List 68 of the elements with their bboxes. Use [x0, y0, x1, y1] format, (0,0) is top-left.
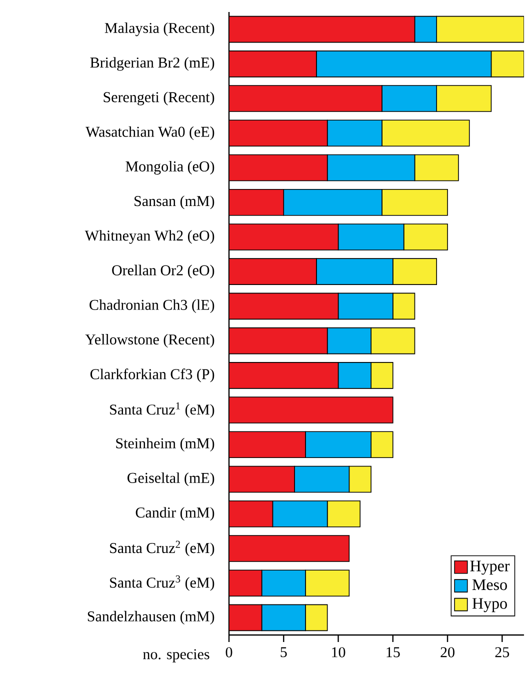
- y-tick-label: Yellowstone (Recent): [85, 334, 214, 348]
- y-tick-label: Santa Cruz$^{2}$ (eM): [110, 540, 214, 556]
- y-tick-label: Mongolia (eO): [126, 160, 214, 175]
- bar: [403, 224, 448, 250]
- bar: [326, 120, 382, 147]
- bar: [229, 570, 262, 596]
- bar: [382, 188, 448, 216]
- x-tick-label: 25: [495, 647, 510, 658]
- bar: [338, 224, 404, 250]
- bar: [326, 327, 372, 354]
- x-tick-label: 0: [226, 647, 232, 658]
- y-tick-label: Steinheim (mM): [116, 438, 214, 452]
- y-tick-label: Chadronian Ch3 (lE): [90, 299, 214, 314]
- bar: [414, 154, 459, 182]
- y-tick-label: Santa Cruz$^{3}$ (eM): [110, 575, 214, 591]
- bar: [229, 604, 262, 632]
- bar: [229, 50, 317, 78]
- bar: [316, 258, 394, 285]
- bar: [370, 327, 416, 354]
- legend-label: Meso: [472, 579, 507, 590]
- bar: [436, 85, 492, 112]
- bar: [370, 431, 394, 458]
- bar: [436, 16, 524, 43]
- y-tick-label: Whitneyan Wh2 (eO): [84, 230, 214, 244]
- bar: [229, 224, 339, 250]
- y-tick-label: Serengeti (Recent): [104, 92, 214, 106]
- bar: [338, 362, 372, 389]
- bar: [229, 16, 416, 43]
- x-tick-label: 5: [280, 647, 287, 658]
- bar: [490, 50, 524, 78]
- bar: [229, 120, 328, 147]
- bar: [229, 154, 328, 182]
- bar: [229, 292, 339, 320]
- bar: [229, 188, 284, 216]
- bar: [305, 604, 328, 632]
- bar: [382, 120, 470, 147]
- x-tick-label: 10: [332, 647, 346, 658]
- bar: [229, 362, 339, 389]
- bar: [229, 466, 295, 493]
- bar: [326, 500, 361, 528]
- y-tick-label: Malaysia (Recent): [104, 22, 214, 36]
- bar: [229, 535, 350, 562]
- y-tick-label: Clarkforkian Cf3 (P): [90, 368, 214, 382]
- x-tick-label: 20: [440, 647, 454, 658]
- y-tick-label: Bridgerian Br2 (mE): [90, 57, 214, 71]
- bar: [229, 500, 274, 528]
- bar: [229, 327, 328, 354]
- x-axis-title: no. species: [143, 649, 210, 662]
- bar: [370, 362, 394, 389]
- legend-label: Hypo: [472, 598, 507, 612]
- y-tick-label: Sandelzhausen (mM): [88, 610, 214, 625]
- bar: [338, 292, 394, 320]
- y-tick-label: Wasatchian Wa0 (eE): [86, 126, 214, 140]
- y-tick-label: Geiseltal (mE): [128, 472, 214, 486]
- bar: [229, 396, 394, 424]
- y-tick-label: Santa Cruz$^{1}$ (eM): [110, 402, 214, 418]
- bar: [392, 292, 416, 320]
- y-tick-label: Sansan (mM): [134, 196, 214, 210]
- y-tick-label: Candir (mM): [136, 507, 214, 521]
- y-tick-label: Orellan Or2 (eO): [112, 264, 214, 278]
- bar: [348, 466, 372, 493]
- bar: [229, 258, 317, 285]
- bar: [229, 85, 382, 112]
- legend-label: Hyper: [470, 560, 510, 575]
- bar: [392, 258, 437, 285]
- bar: [229, 431, 306, 458]
- bar: [305, 570, 350, 596]
- x-tick-label: 15: [386, 647, 400, 658]
